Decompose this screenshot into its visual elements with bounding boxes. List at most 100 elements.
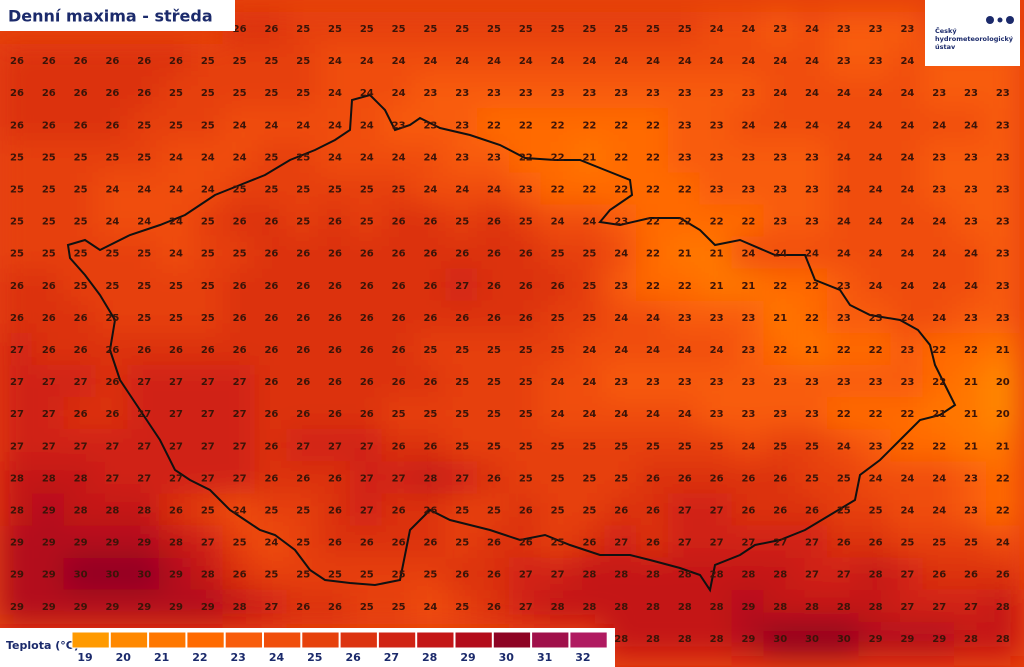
temperature-cell (31, 365, 66, 400)
temperature-cell (540, 44, 575, 79)
cell-value: 22 (710, 217, 724, 228)
cell-value: 26 (423, 281, 437, 292)
temperature-cell (763, 11, 798, 47)
cell-value: 25 (455, 441, 469, 452)
temperature-cell (63, 397, 98, 432)
temperature-cell (540, 140, 575, 175)
cell-value: 25 (169, 120, 183, 131)
cell-value: 25 (837, 473, 851, 484)
temperature-cell (731, 525, 766, 560)
temperature-cell (286, 397, 321, 432)
temperature-cell (604, 172, 639, 207)
cell-value: 25 (42, 152, 56, 163)
temperature-cell (190, 332, 225, 368)
cell-value: 28 (773, 602, 787, 613)
temperature-cell (604, 397, 639, 432)
temperature-cell (349, 140, 384, 175)
legend-title: Teplota (°C) (6, 639, 79, 652)
cell-value: 26 (42, 88, 56, 99)
temperature-cell (954, 461, 988, 496)
cell-value: 21 (678, 249, 692, 260)
temperature-cell (508, 76, 543, 111)
temperature-cell (540, 332, 575, 368)
cell-value: 28 (201, 570, 215, 581)
cell-value: 26 (296, 602, 310, 613)
cell-value: 24 (233, 506, 247, 517)
cell-value: 26 (74, 88, 88, 99)
temperature-cell (858, 525, 893, 560)
temperature-cell (572, 525, 607, 560)
temperature-cell (31, 204, 66, 239)
cell-value: 24 (646, 409, 660, 420)
temperature-cell (699, 589, 734, 624)
cell-value: 23 (964, 152, 978, 163)
temperature-cell (763, 557, 798, 592)
cell-value: 25 (582, 249, 596, 260)
cell-value: 24 (614, 409, 628, 420)
cell-value: 26 (519, 281, 533, 292)
temperature-cell (222, 557, 257, 592)
temperature-cell (477, 76, 511, 111)
temperature-cell (954, 204, 988, 239)
cell-value: 26 (328, 602, 342, 613)
temperature-cell (540, 461, 575, 496)
cell-value: 27 (296, 441, 310, 452)
temperature-cell (31, 397, 66, 432)
temperature-cell (477, 429, 511, 464)
temperature-cell (413, 76, 448, 111)
temperature-cell (667, 589, 702, 624)
temperature-cell (604, 461, 639, 496)
temperature-cell (31, 429, 66, 464)
temperature-cell (763, 493, 798, 528)
temperature-cell (699, 332, 734, 368)
cell-value: 26 (10, 56, 24, 67)
temperature-cell (667, 461, 702, 496)
temperature-cell (985, 589, 1020, 624)
temperature-cell (254, 44, 289, 79)
temperature-cell (318, 557, 352, 592)
cell-value: 24 (900, 152, 914, 163)
legend-swatch (492, 631, 532, 649)
cell-value: 24 (423, 152, 437, 163)
temperature-cell (477, 236, 511, 271)
cell-value: 25 (392, 24, 406, 35)
cell-value: 23 (964, 473, 978, 484)
cell-value: 24 (964, 249, 978, 260)
temperature-cell (795, 461, 829, 496)
temperature-cell (63, 140, 98, 175)
temperature-cell (572, 44, 607, 79)
temperature-cell (826, 44, 861, 79)
cell-value: 26 (455, 313, 469, 324)
temperature-cell (763, 108, 798, 143)
cell-value: 26 (360, 409, 374, 420)
temperature-cell (31, 589, 66, 624)
temperature-cell (95, 140, 130, 175)
temperature-cell (477, 204, 511, 239)
temperature-cell (858, 493, 893, 528)
legend-label: 22 (192, 651, 207, 664)
cell-value: 27 (519, 570, 533, 581)
temperature-cell (222, 204, 257, 239)
cell-value: 26 (74, 345, 88, 356)
cell-value: 23 (996, 152, 1010, 163)
cell-value: 26 (233, 313, 247, 324)
cell-value: 26 (105, 409, 119, 420)
cell-value: 21 (582, 152, 596, 163)
cell-value: 28 (678, 602, 692, 613)
temperature-cell (159, 44, 193, 79)
cell-value: 26 (519, 313, 533, 324)
temperature-cell (954, 108, 988, 143)
cell-value: 23 (869, 313, 883, 324)
temperature-cell (286, 429, 321, 464)
temperature-cell (413, 11, 448, 47)
cell-value: 26 (773, 506, 787, 517)
temperature-cell (63, 332, 98, 368)
temperature-cell (731, 108, 766, 143)
cell-value: 29 (169, 602, 183, 613)
cell-value: 26 (360, 377, 374, 388)
temperature-cell (985, 365, 1020, 400)
cell-value: 26 (296, 473, 310, 484)
cell-value: 29 (42, 602, 56, 613)
cell-value: 24 (932, 473, 946, 484)
temperature-cell (763, 429, 798, 464)
